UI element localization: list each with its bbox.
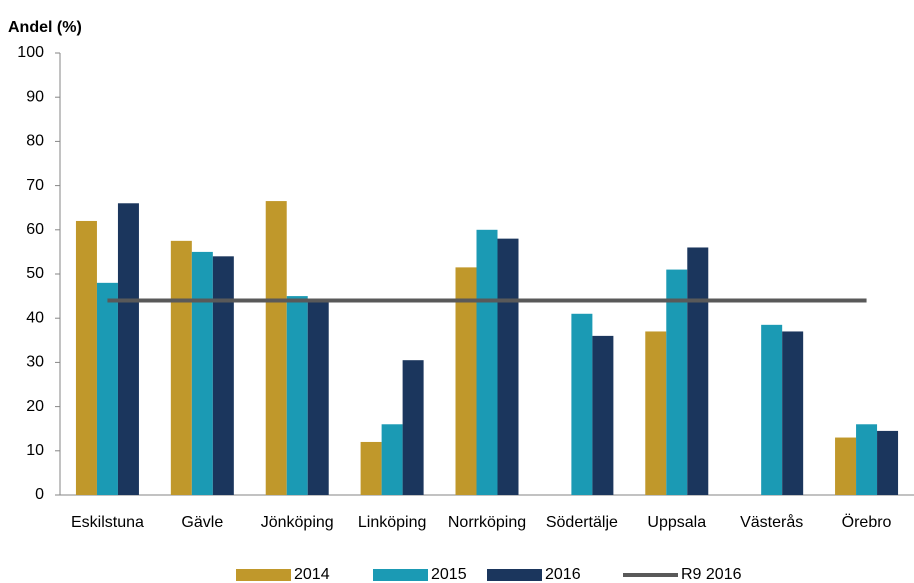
bar — [191, 251, 213, 495]
y-tick-label: 0 — [35, 486, 44, 503]
y-tick-label: 40 — [26, 309, 44, 326]
y-tick-label: 80 — [26, 133, 44, 150]
bar — [856, 424, 878, 495]
y-tick-label: 90 — [26, 88, 44, 105]
bar — [571, 313, 593, 495]
x-tick-label: Örebro — [842, 513, 892, 531]
bar — [782, 331, 804, 495]
legend-label: 2014 — [294, 566, 330, 583]
y-tick-label: 20 — [26, 398, 44, 415]
bar — [402, 360, 424, 495]
bar — [455, 267, 477, 495]
bar — [877, 430, 899, 495]
legend-label: 2015 — [431, 566, 467, 583]
bar — [497, 238, 519, 495]
x-tick-label: Linköping — [358, 514, 427, 531]
bar — [286, 296, 308, 495]
bar — [835, 437, 857, 495]
legend-swatch — [487, 569, 542, 581]
bar — [645, 331, 667, 495]
y-tick-label: 10 — [26, 442, 44, 459]
bar — [117, 203, 139, 495]
bar — [687, 247, 709, 495]
y-tick-label: 50 — [26, 265, 44, 282]
bar — [360, 441, 382, 495]
y-tick-label: 70 — [26, 177, 44, 194]
x-tick-label: Eskilstuna — [71, 514, 144, 531]
bar — [476, 229, 498, 496]
x-tick-label: Västerås — [740, 513, 803, 531]
bar — [666, 269, 688, 495]
bar — [96, 282, 118, 495]
bar — [307, 300, 329, 495]
legend-swatch — [373, 569, 428, 581]
bar — [381, 424, 403, 495]
bar — [75, 220, 97, 495]
legend-swatch — [236, 569, 291, 581]
x-tick-label: Gävle — [181, 514, 223, 531]
bar — [265, 201, 287, 495]
bar — [592, 335, 614, 495]
bar — [170, 240, 192, 495]
legend-label: R9 2016 — [681, 566, 742, 583]
y-tick-label: 60 — [26, 221, 44, 238]
x-tick-label: Norrköping — [448, 514, 526, 531]
bar — [212, 256, 234, 495]
x-tick-label: Jönköping — [261, 514, 334, 531]
legend-label: 2016 — [545, 566, 581, 583]
y-tick-label: 100 — [17, 44, 44, 61]
bar — [761, 324, 783, 495]
chart-title: Andel (%) — [8, 19, 82, 36]
x-tick-label: Uppsala — [647, 514, 706, 531]
x-tick-label: Södertälje — [546, 514, 618, 531]
y-tick-label: 30 — [26, 354, 44, 371]
